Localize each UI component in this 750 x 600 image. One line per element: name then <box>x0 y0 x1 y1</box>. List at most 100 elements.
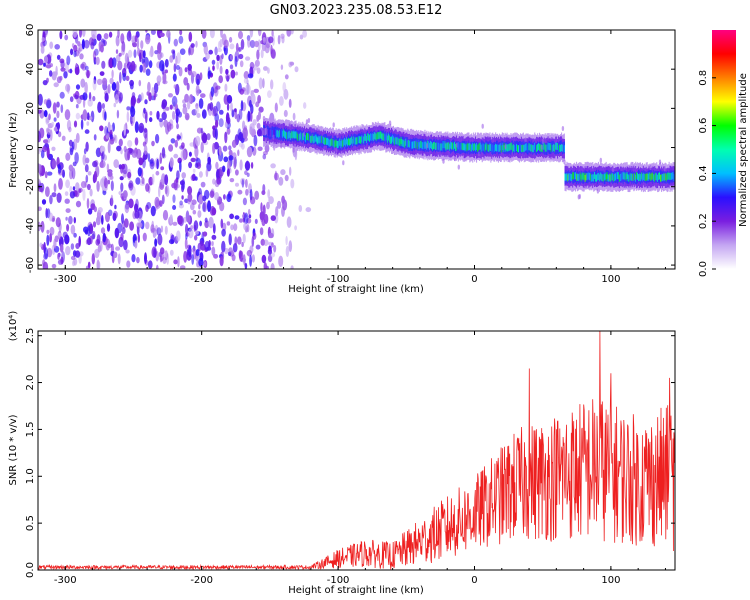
spectrogram-cell <box>619 173 621 181</box>
spectrogram-cell <box>99 240 103 252</box>
spectrogram-cell <box>145 30 148 33</box>
spectrogram-cell <box>663 166 666 171</box>
spectrogram-cell <box>422 142 424 150</box>
spectrogram-cell <box>226 94 233 104</box>
spectrogram-cell <box>229 178 235 183</box>
spectrogram-cell <box>239 60 244 68</box>
spectrogram-cell <box>319 136 321 144</box>
spectrogram-cell <box>159 247 165 255</box>
spectrogram-cell <box>263 66 268 71</box>
spectrogram-cell <box>226 193 232 203</box>
spectrogram-cell <box>365 133 367 141</box>
spectrogram-cell <box>636 172 638 180</box>
spectrogram-cell <box>550 144 552 152</box>
spectrogram-cell <box>379 131 381 139</box>
spectrogram-cell <box>84 229 88 235</box>
spectrogram-cell <box>209 102 214 111</box>
spectrogram-cell <box>324 137 326 145</box>
spectrogram-cell <box>407 140 409 148</box>
spectrogram-cell <box>48 212 54 222</box>
spectrogram-cell <box>292 112 296 121</box>
spectrogram-cell <box>176 170 180 180</box>
spectrogram-cell <box>144 133 148 145</box>
spectrogram-cell <box>113 134 116 142</box>
spectrogram-cell <box>231 139 237 148</box>
spectrogram-cell <box>249 111 253 123</box>
spectrogram-cell <box>267 90 272 98</box>
spectrogram-cell <box>572 172 574 180</box>
spectrogram-cell <box>357 137 359 145</box>
figure-title: GN03.2023.235.08.53.E12 <box>270 3 443 18</box>
spectrogram-cell <box>145 221 150 230</box>
spectrogram-cell <box>38 58 44 66</box>
spectrogram-cell <box>289 166 292 176</box>
spectrogram-cell <box>84 39 90 49</box>
spectrogram-cell <box>509 143 511 151</box>
spectrogram-cell <box>159 252 165 262</box>
spectrogram-cell <box>378 132 380 140</box>
spectrogram-cell <box>247 110 251 123</box>
spectrogram-cell <box>175 65 180 70</box>
spectrogram-cell <box>205 168 209 178</box>
spectrogram-cell <box>43 62 46 67</box>
spectrogram-cell <box>547 142 549 150</box>
spectrogram-cell <box>466 144 468 152</box>
spectrogram-cell <box>302 133 304 141</box>
spectrogram-cell <box>138 79 142 87</box>
spectrogram-cell <box>101 60 106 69</box>
spectrogram-cell <box>45 116 50 125</box>
spectrogram-cell <box>215 161 219 170</box>
spectrogram-cell <box>237 149 240 157</box>
spectrogram-cell <box>111 69 114 79</box>
spectrogram-cell <box>449 143 451 151</box>
spectrogram-cell <box>609 173 611 181</box>
spectrogram-cell <box>74 94 79 100</box>
spectrogram-cell <box>223 39 229 49</box>
spectrogram-cell <box>637 172 639 180</box>
spectrogram-cell <box>86 121 90 126</box>
spectrogram-cell <box>338 139 340 147</box>
spectrogram-cell <box>179 160 182 173</box>
spectrogram-cell <box>111 81 117 91</box>
spectrogram-cell <box>317 137 319 145</box>
spectrogram-cell <box>51 121 55 128</box>
spectrogram-cell <box>43 253 48 260</box>
spectrogram-cell <box>70 224 76 235</box>
spectrogram-cell <box>406 140 408 148</box>
spectrogram-cell <box>578 194 581 199</box>
spectrogram-cell <box>216 54 220 62</box>
spectrogram-cell <box>194 235 198 241</box>
spectrogram-cell <box>597 172 599 180</box>
spectrogram-cell <box>51 159 57 169</box>
spectrogram-cell <box>53 238 57 249</box>
spectrogram-cell <box>102 77 108 86</box>
spectrogram-cell <box>224 83 228 92</box>
spectrogram-cell <box>519 144 521 152</box>
spectrogram-cell <box>518 145 520 153</box>
spectrogram-cell <box>256 128 262 137</box>
spectrogram-cell <box>489 143 491 151</box>
spectrogram-cell <box>282 199 288 211</box>
spectrogram-cell <box>597 173 599 181</box>
spectrogram-cell <box>209 30 215 39</box>
spectrogram-cell <box>87 183 91 191</box>
spectrogram-cell <box>483 143 485 151</box>
spectrogram-cell <box>213 253 219 259</box>
spectrogram-cell <box>271 129 273 137</box>
spectrogram-cell <box>566 173 568 181</box>
spectrogram-cell <box>60 67 66 72</box>
spectrogram-cell <box>75 84 81 90</box>
spectrogram-cell <box>434 141 436 149</box>
spectrogram-cell <box>280 33 285 39</box>
spectrogram-cell <box>628 174 630 182</box>
spectrogram-ytick-label: 40 <box>25 63 36 76</box>
spectrogram-cell <box>368 133 370 141</box>
spectrogram-cell <box>43 110 48 118</box>
spectrogram-cell <box>279 129 281 137</box>
spectrogram-cell <box>551 143 553 151</box>
spectrogram-cell <box>60 104 64 113</box>
spectrogram-cell <box>596 174 598 182</box>
spectrogram-cell <box>320 135 322 143</box>
spectrogram-cell <box>410 139 412 147</box>
spectrogram-cell <box>69 68 73 74</box>
